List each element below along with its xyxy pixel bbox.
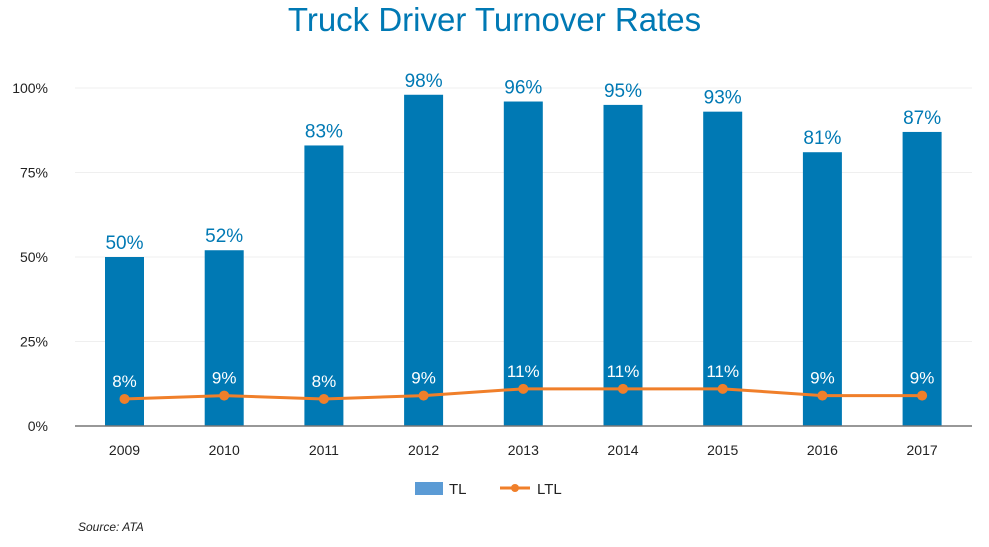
data-label-tl: 98% bbox=[405, 71, 443, 92]
point-ltl bbox=[518, 383, 529, 394]
data-label-ltl: 11% bbox=[607, 362, 640, 381]
x-tick-label: 2010 bbox=[209, 442, 240, 458]
data-label-ltl: 11% bbox=[706, 362, 739, 381]
data-label-ltl: 8% bbox=[112, 372, 137, 391]
x-tick-label: 2014 bbox=[607, 442, 638, 458]
y-tick-label: 0% bbox=[28, 418, 48, 434]
bar-tl bbox=[802, 152, 842, 426]
legend-label-ltl: LTL bbox=[537, 481, 562, 498]
legend-marker-ltl bbox=[511, 484, 519, 492]
bar-tl bbox=[603, 104, 643, 427]
bar-tl bbox=[304, 145, 344, 426]
point-ltl bbox=[618, 383, 628, 394]
data-label-tl: 96% bbox=[504, 78, 542, 99]
point-ltl bbox=[917, 390, 928, 401]
source-note: Source: ATA bbox=[78, 520, 144, 534]
data-label-ltl: 9% bbox=[212, 369, 237, 388]
bar-tl bbox=[503, 101, 543, 427]
legend-swatch-tl bbox=[415, 482, 443, 495]
y-tick-label: 25% bbox=[20, 334, 48, 350]
data-label-ltl: 9% bbox=[411, 369, 436, 388]
bar-tl bbox=[703, 111, 743, 426]
x-tick-label: 2016 bbox=[807, 442, 838, 458]
data-label-ltl: 9% bbox=[910, 369, 935, 388]
legend-label-tl: TL bbox=[449, 481, 467, 498]
x-tick-label: 2017 bbox=[907, 442, 938, 458]
point-ltl bbox=[219, 390, 230, 401]
x-tick-label: 2013 bbox=[508, 442, 539, 458]
bar-tl bbox=[404, 94, 444, 426]
data-label-tl: 52% bbox=[205, 226, 243, 247]
x-tick-label: 2012 bbox=[408, 442, 439, 458]
data-label-ltl: 8% bbox=[312, 372, 337, 391]
x-tick-label: 2011 bbox=[309, 442, 339, 458]
data-label-ltl: 11% bbox=[507, 362, 540, 381]
data-label-ltl: 9% bbox=[810, 369, 835, 388]
data-label-tl: 95% bbox=[604, 81, 642, 102]
y-tick-label: 75% bbox=[20, 165, 48, 181]
y-tick-label: 100% bbox=[12, 80, 48, 96]
data-label-tl: 83% bbox=[305, 121, 343, 142]
chart-title: Truck Driver Turnover Rates bbox=[287, 1, 702, 38]
point-ltl bbox=[418, 390, 429, 401]
x-tick-label: 2009 bbox=[109, 442, 140, 458]
y-tick-label: 50% bbox=[20, 249, 48, 265]
point-ltl bbox=[119, 393, 130, 404]
data-label-tl: 81% bbox=[803, 128, 841, 149]
point-ltl bbox=[318, 393, 329, 404]
x-tick-label: 2015 bbox=[707, 442, 738, 458]
data-label-tl: 87% bbox=[903, 108, 941, 129]
data-label-tl: 93% bbox=[704, 88, 742, 109]
point-ltl bbox=[717, 383, 728, 394]
bar-tl bbox=[902, 131, 942, 426]
point-ltl bbox=[817, 390, 828, 401]
data-label-tl: 50% bbox=[105, 233, 143, 254]
